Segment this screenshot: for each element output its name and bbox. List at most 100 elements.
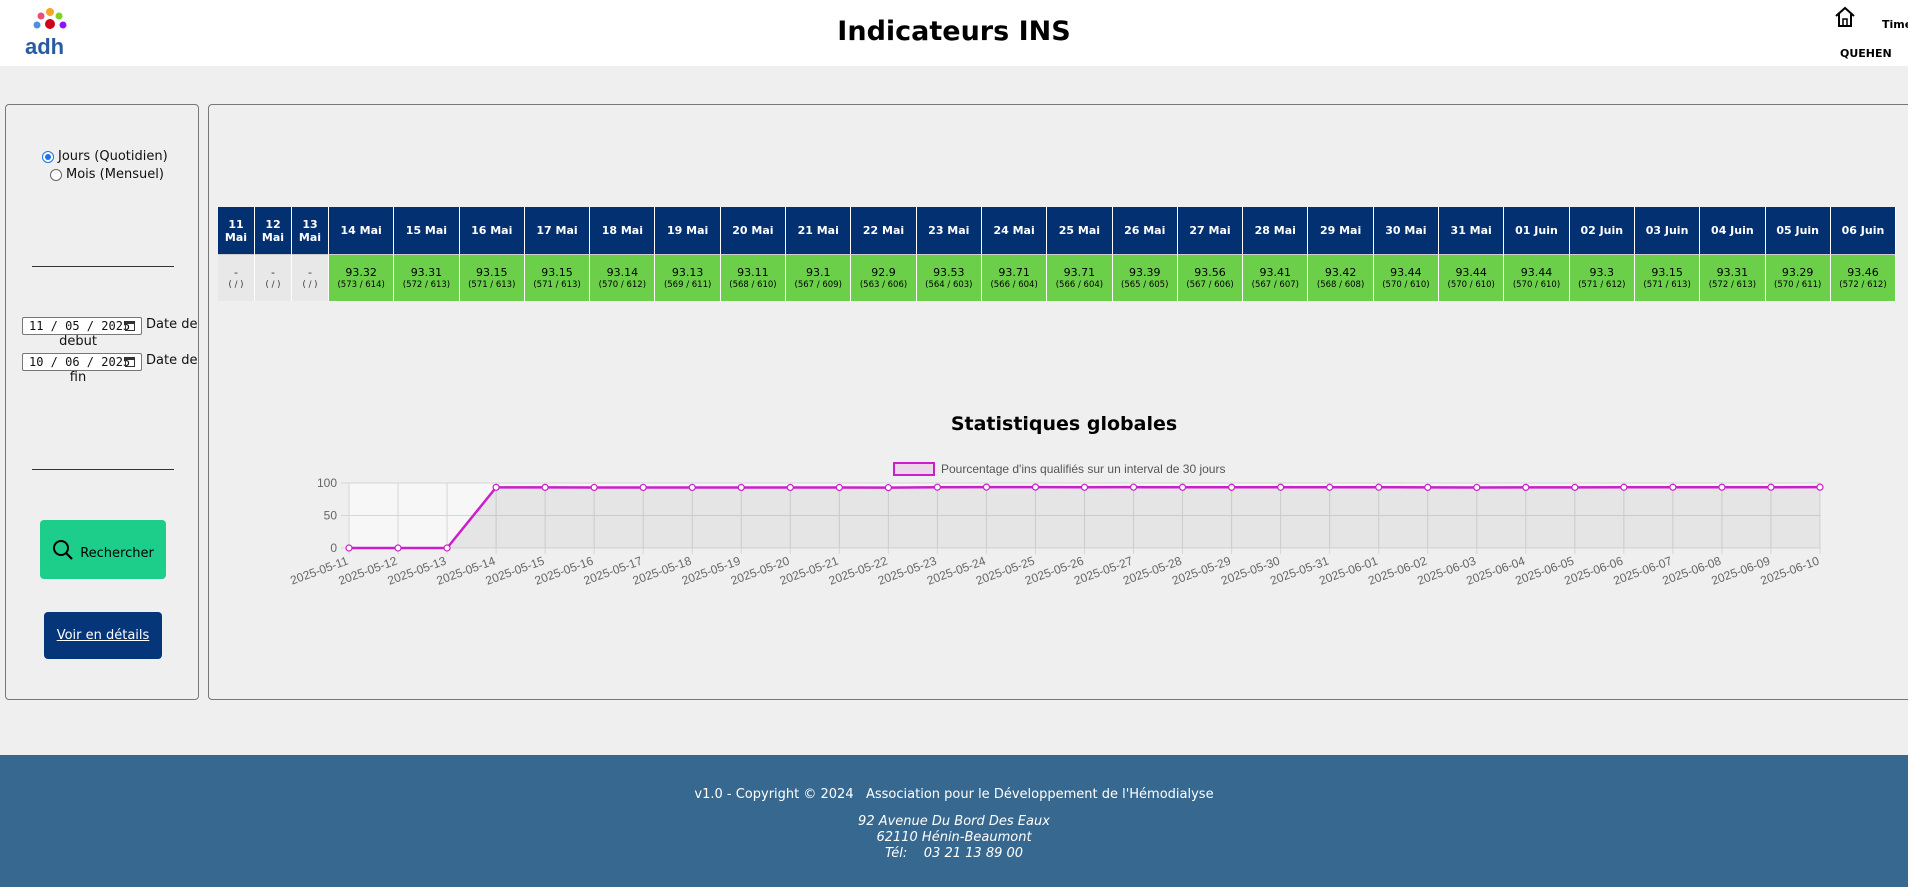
end-date-input[interactable]: 10 / 06 / 2025: [22, 353, 142, 371]
data-point: [1669, 483, 1677, 491]
table-value-cell: 93.71 (566 / 604): [981, 254, 1048, 301]
table-header-row: 11 Mai 12 Mai 13 Mai 14 Mai 15 Mai 16 Mai 17 Mai 1…: [218, 207, 1897, 254]
table-value-row: -( / ) -( / ) -( / ) 93.32 (573 / 614) 93.31(…: [218, 254, 1897, 301]
table-value-cell: 93.41 (567 / 607): [1243, 254, 1309, 301]
data-point: [590, 483, 598, 492]
data-point: [1129, 483, 1138, 491]
table-value-cell: 93.42 (568 / 608): [1308, 254, 1374, 301]
end-date-value: 10 / 06 / 2025: [29, 355, 131, 369]
table-value-cell: 93.71 (566 / 604): [1047, 254, 1113, 301]
data-point: [492, 483, 500, 491]
divider: [32, 266, 174, 267]
start-date-input[interactable]: 11 / 05 / 2025: [22, 317, 142, 335]
table-header-cell: 26 Mai: [1112, 207, 1178, 254]
header-cut-label: Timé: [1882, 18, 1908, 31]
table-header-cell: 30 Mai: [1373, 207, 1440, 254]
table-header-cell: 14 Mai: [329, 207, 395, 254]
legend-label: Pourcentage d'ins qualifiés sur un inter…: [941, 462, 1225, 476]
table-value-cell: -( / ): [255, 254, 292, 301]
radio-daily-label: Jours (Quotidien): [58, 149, 168, 164]
data-point: [1767, 483, 1775, 491]
table-header-cell: 12 Mai: [255, 207, 292, 254]
footer-city: 62110 Hénin-Beaumont: [876, 830, 1032, 845]
table-header-cell: 29 Mai: [1308, 207, 1374, 254]
page-title: Indicateurs INS: [837, 16, 1071, 47]
end-date-label: Date de: [146, 353, 198, 368]
data-point: [835, 483, 843, 492]
calendar-icon[interactable]: [125, 321, 135, 331]
table-header-cell: 04 Juin: [1700, 207, 1766, 254]
table-value-cell: 93.31 (572 / 613): [394, 254, 460, 301]
y-tick-label: 0: [330, 541, 337, 555]
table-value-cell: 93.32 (573 / 614): [329, 254, 395, 301]
data-point: [1375, 483, 1383, 491]
table-value-cell: 93.29 (570 / 611): [1765, 254, 1831, 301]
end-date-label-2: fin: [69, 370, 87, 385]
table-value-cell: 93.39 (565 / 605): [1112, 254, 1178, 301]
table-header-cell: 20 Mai: [720, 207, 787, 254]
data-point: [1571, 483, 1579, 491]
start-date-label: Date de: [146, 317, 198, 332]
data-point: [541, 483, 549, 491]
radio-monthly[interactable]: Mois (Mensuel): [50, 167, 164, 182]
home-icon[interactable]: [1832, 4, 1858, 30]
table-value-cell: -( / ): [292, 254, 329, 301]
footer-street: 92 Avenue Du Bord Des Eaux: [858, 814, 1050, 829]
data-point: [1277, 483, 1285, 491]
start-date-value: 11 / 05 / 2025: [29, 319, 131, 333]
data-point: [982, 483, 991, 491]
footer-phone: Tél: 03 21 13 89 00: [884, 846, 1024, 861]
radio-daily[interactable]: Jours (Quotidien): [42, 149, 168, 164]
divider: [32, 469, 174, 470]
table-header-cell: 06 Juin: [1830, 207, 1897, 254]
table-header-cell: 28 Mai: [1243, 207, 1309, 254]
data-point: [884, 484, 892, 492]
top-header: adh Indicateurs INS Timé QUEHEN: [0, 0, 1908, 66]
radio-monthly-button[interactable]: [50, 168, 62, 181]
filter-sidebar: Jours (Quotidien) Mois (Mensuel) 11 / 05…: [5, 104, 199, 700]
data-point: [639, 483, 647, 492]
table-value-cell: 92.9 (563 / 606): [851, 254, 917, 301]
y-tick-label: 50: [324, 509, 338, 523]
data-point: [1424, 483, 1432, 491]
data-point: [1816, 483, 1824, 491]
radio-daily-button[interactable]: [42, 150, 54, 163]
table-value-cell: -( / ): [218, 254, 255, 301]
y-tick-label: 100: [317, 476, 337, 490]
search-icon: [53, 539, 73, 560]
search-button-label: Rechercher: [80, 546, 154, 561]
data-point: [933, 483, 942, 491]
table-value-cell: 93.15 (571 / 613): [459, 254, 525, 301]
data-point: [1080, 483, 1089, 491]
data-point: [394, 544, 402, 552]
adh-logo[interactable]: adh: [22, 4, 78, 60]
table-value-cell: 93.13 (569 / 611): [655, 254, 721, 301]
footer: v1.0 - Copyright © 2024 Association pour…: [0, 755, 1908, 887]
table-header-cell: 11 Mai: [218, 207, 255, 254]
table-header-cell: 15 Mai: [394, 207, 460, 254]
search-button[interactable]: Rechercher: [40, 520, 166, 579]
data-point: [688, 483, 696, 492]
table-header-cell: 21 Mai: [786, 207, 852, 254]
table-header-cell: 27 Mai: [1177, 207, 1244, 254]
table-value-cell: 93.1 (567 / 609): [786, 254, 852, 301]
data-point: [1473, 483, 1481, 492]
chart-title: Statistiques globales: [950, 413, 1178, 435]
data-point: [1326, 483, 1334, 491]
line-chart: Pourcentage d'ins qualifiés sur un inter…: [288, 462, 1824, 588]
table-value-cell: 93.15 (571 / 613): [1634, 254, 1701, 301]
table-header-cell: 31 Mai: [1439, 207, 1505, 254]
table-value-cell: 93.56 (567 / 606): [1177, 254, 1244, 301]
footer-address: 92 Avenue Du Bord Des Eaux 62110 Hénin-B…: [0, 814, 1908, 862]
table-value-cell: 93.53 (564 / 603): [916, 254, 982, 301]
table-header-cell: 23 Mai: [916, 207, 982, 254]
calendar-icon[interactable]: [125, 357, 135, 367]
details-button[interactable]: Voir en détails: [44, 612, 162, 659]
data-point: [345, 544, 353, 552]
table-value-cell: 93.44 (570 / 610): [1373, 254, 1440, 301]
footer-copyright: v1.0 - Copyright © 2024 Association pour…: [694, 787, 1214, 802]
table-value-cell: 93.44 (570 / 610): [1439, 254, 1505, 301]
table-value-cell: 93.3 (571 / 612): [1569, 254, 1635, 301]
table-header-cell: 18 Mai: [590, 207, 656, 254]
data-point: [1227, 483, 1236, 491]
